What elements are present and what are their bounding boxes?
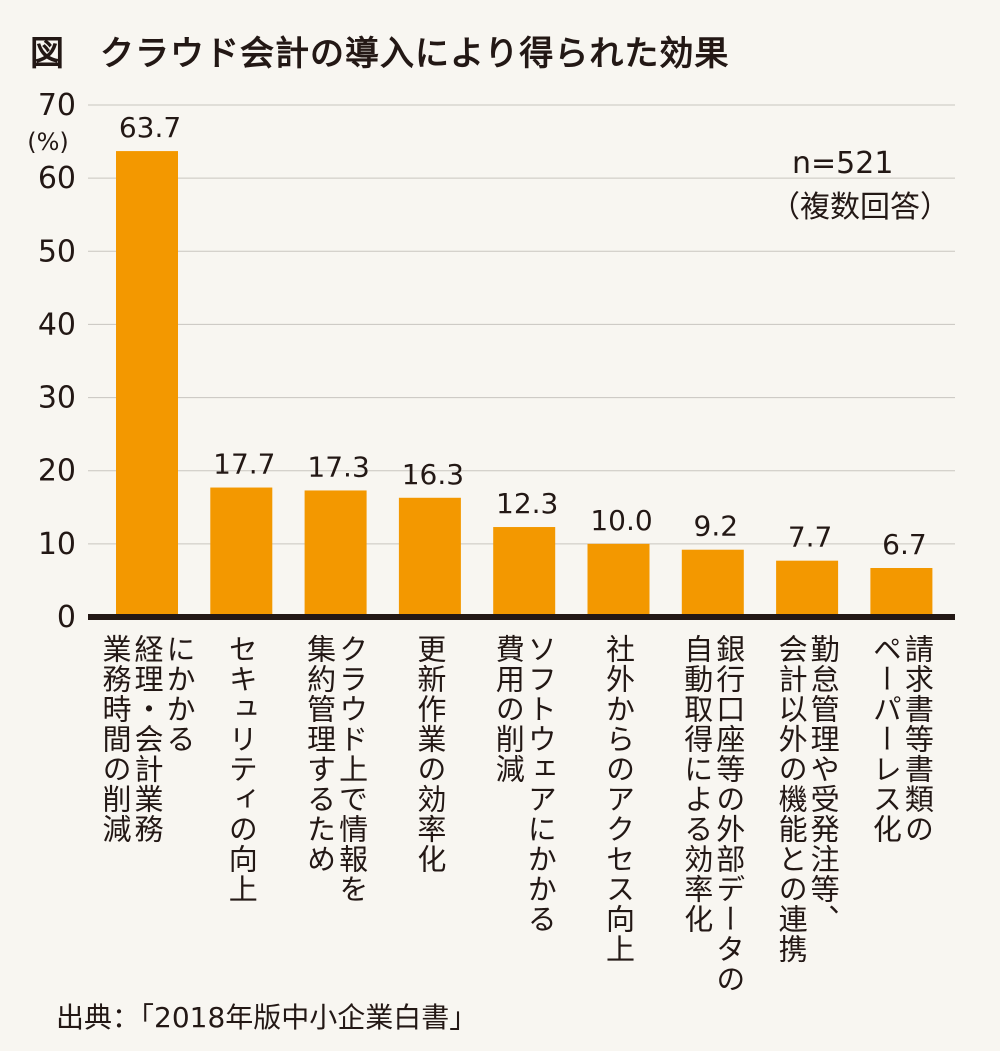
chart-title: 図 クラウド会計の導入により得られた効果 (30, 34, 730, 74)
bar (493, 527, 556, 617)
category-label: ソフトウェアにかかる (523, 634, 557, 934)
data-label: 9.2 (694, 510, 739, 543)
data-label: 12.3 (496, 487, 558, 520)
y-axis-ticks: 0 10 20 30 40 50 60 70 (38, 88, 76, 635)
category-label: 社外からのアクセス向上 (602, 634, 636, 964)
bar (116, 151, 178, 617)
bars (116, 151, 933, 617)
category-label: 勤怠管理や受発注等、 (806, 634, 840, 934)
y-tick-label: 30 (38, 381, 76, 416)
category-label: 費用の削減 (491, 634, 525, 784)
data-label: 6.7 (882, 528, 927, 561)
bar (681, 549, 744, 617)
data-label: 17.3 (307, 450, 369, 483)
bar (870, 567, 933, 617)
bar (398, 497, 461, 617)
data-label: 17.7 (213, 448, 275, 481)
y-axis-unit: (%) (27, 128, 69, 156)
bar (776, 560, 839, 617)
data-label: 16.3 (402, 458, 464, 491)
y-tick-label: 10 (38, 527, 76, 562)
y-tick-label: 20 (38, 454, 76, 489)
category-label: 請求書等書類の (900, 634, 934, 844)
category-label: 銀行口座等の外部データの (712, 634, 746, 994)
y-tick-label: 60 (38, 161, 76, 196)
category-label: 自動取得による効率化 (680, 634, 714, 934)
value-labels: 63.7 17.7 17.3 16.3 12.3 10.0 9.2 7.7 6.7 (119, 111, 927, 561)
source-note: 出典：「2018年版中小企業白書」 (56, 1001, 478, 1034)
bar (587, 543, 650, 617)
category-label: にかかる (162, 634, 196, 754)
category-label: 集約管理するため (303, 634, 337, 874)
category-label: ペーパーレス化 (868, 634, 902, 844)
category-label: セキュリティの向上 (224, 634, 258, 904)
data-label: 7.7 (788, 521, 833, 554)
y-tick-label: 50 (38, 234, 76, 269)
data-label: 63.7 (119, 111, 181, 144)
y-tick-label: 70 (38, 88, 76, 123)
category-label: 更新作業の効率化 (413, 634, 447, 874)
bar (210, 487, 273, 617)
y-tick-label: 40 (38, 307, 76, 342)
sample-size-note: n=521 (792, 146, 894, 181)
data-label: 10.0 (590, 504, 652, 537)
category-label: 会計以外の機能との連携 (774, 634, 808, 964)
category-label: 経理・会計業務 (130, 634, 164, 844)
multiple-answer-note: （複数回答） (770, 190, 950, 225)
y-tick-label: 0 (57, 600, 76, 635)
category-label: 業務時間の削減 (98, 634, 132, 844)
category-label: クラウド上で情報を (335, 634, 369, 904)
bar (304, 490, 367, 617)
